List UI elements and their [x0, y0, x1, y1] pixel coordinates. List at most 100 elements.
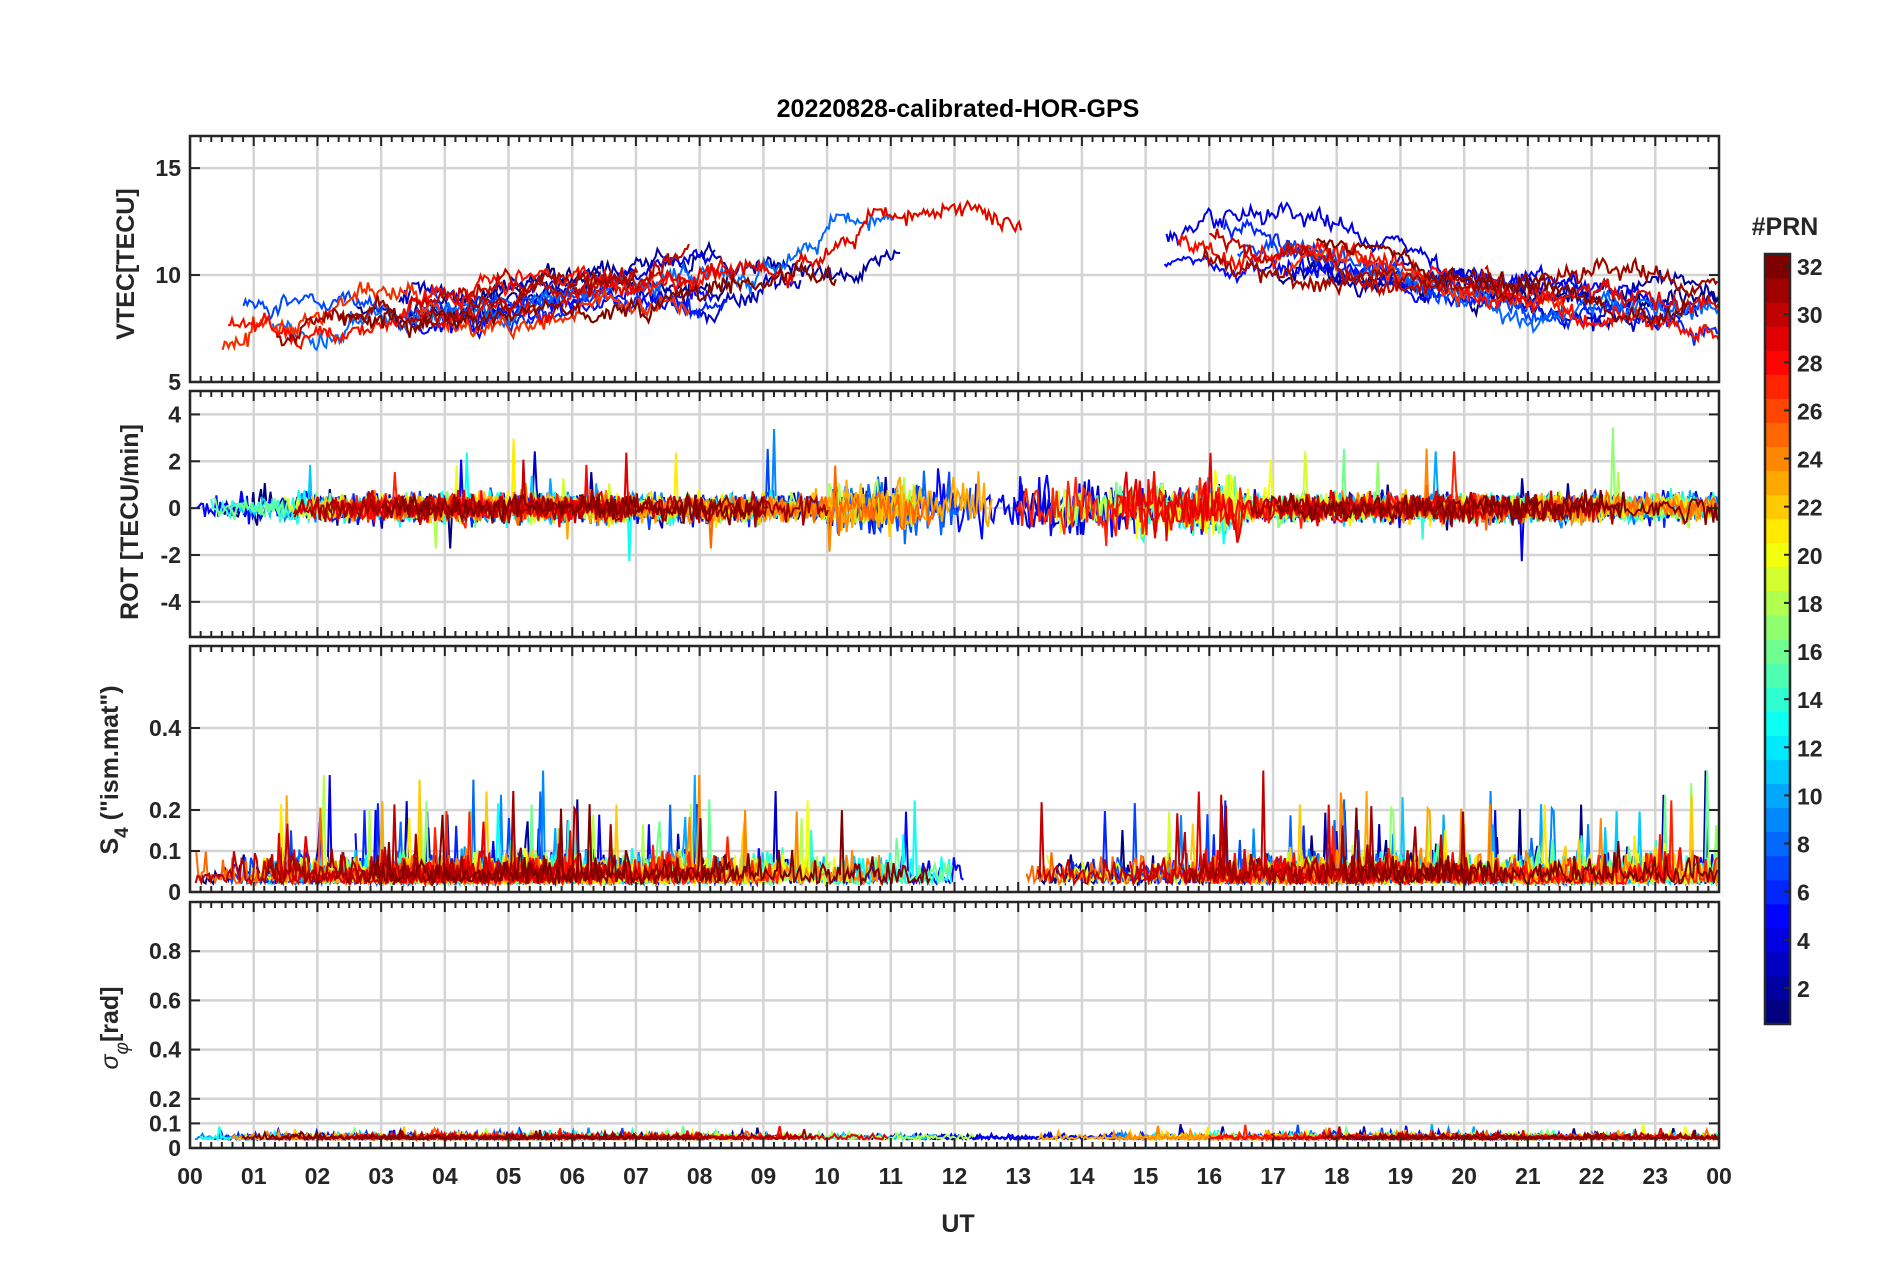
x-tick-label: 21 [1515, 1163, 1541, 1189]
sigma-y-tick-label: 0 [168, 1135, 181, 1161]
s4-series-group [194, 770, 1719, 888]
sigma-ylabel-main: σ [96, 1054, 124, 1070]
vtec-y-tick-label: 5 [168, 369, 181, 395]
x-tick-label: 04 [432, 1163, 458, 1189]
colorbar-segment [1765, 903, 1790, 929]
sigma-phi-ylabel: σφ[rad] [96, 986, 133, 1069]
x-tick-label: 11 [879, 1163, 904, 1189]
sigma-y-tick-label: 0.1 [149, 1110, 181, 1136]
prn-30-s4-trace [194, 804, 600, 887]
x-tick-label: 02 [305, 1163, 331, 1189]
rot-ylabel: ROT [TECU/min] [116, 424, 144, 620]
s4-panel: 0 0.1 0.2 0.4 [149, 644, 1721, 905]
colorbar-segment [1765, 278, 1790, 303]
prn-32-s4-trace [367, 804, 931, 888]
vtec-panel: 5 10 15 [155, 134, 1721, 395]
colorbar-tick-label: 18 [1797, 591, 1823, 617]
prn-28-vtec-trace [228, 262, 734, 351]
prn-32-vtec-trace [1315, 237, 1690, 327]
colorbar-tick-label: 32 [1797, 254, 1823, 280]
s4-y-tick-label: 0.2 [149, 797, 181, 823]
x-tick-label: 00 [1706, 1163, 1732, 1189]
colorbar-tick-label: 2 [1797, 976, 1810, 1002]
vtec-y-tick-label: 15 [155, 155, 181, 181]
x-axis-label: UT [941, 1210, 974, 1238]
prn-31-s4-trace [261, 790, 738, 888]
colorbar-segment [1765, 566, 1790, 592]
prn-4-vtec-trace [1165, 201, 1638, 324]
x-tick-label: 00 [177, 1163, 203, 1189]
x-tick-label: 07 [623, 1163, 649, 1189]
colorbar-tick-label: 4 [1797, 928, 1810, 954]
x-tick-label: 19 [1388, 1163, 1414, 1189]
sigma-y-tick-label: 0.2 [149, 1086, 181, 1112]
x-tick-label: 14 [1069, 1163, 1095, 1189]
prn-7-vtec-trace [242, 286, 610, 323]
x-tick-label: 10 [814, 1163, 840, 1189]
colorbar-title: #PRN [1752, 213, 1819, 241]
sigma-y-tick-label: 0.6 [149, 987, 181, 1013]
sigma-ylabel-rest: [rad] [96, 986, 124, 1042]
colorbar-tick-label: 24 [1797, 447, 1823, 473]
x-tick-label: 15 [1133, 1163, 1159, 1189]
colorbar-tick-label: 12 [1797, 735, 1823, 761]
x-tick-label: 05 [496, 1163, 522, 1189]
colorbar-tick-label: 10 [1797, 783, 1823, 809]
colorbar-tick-label: 6 [1797, 880, 1810, 906]
colorbar-segment [1765, 999, 1790, 1025]
prn-29-vtec-trace [414, 199, 1023, 332]
prn-32-sigma-trace [1322, 1130, 1719, 1142]
colorbar-segment [1765, 951, 1790, 977]
colorbar-segment [1765, 518, 1790, 544]
vtec-ylabel: VTEC[TECU] [112, 188, 140, 339]
s4-ylabel-sub: 4 [112, 827, 133, 838]
colorbar-tick-label: 8 [1797, 832, 1810, 858]
prn-31-vtec-trace [1202, 246, 1719, 304]
colorbar-segment [1765, 663, 1790, 688]
vtec-series-group [221, 199, 1719, 352]
prn-32-vtec-trace [338, 261, 837, 338]
colorbar-tick-label: 30 [1797, 302, 1823, 328]
colorbar-tick-label: 20 [1797, 543, 1823, 569]
colorbar-segment [1765, 326, 1790, 351]
s4-y-tick-label: 0.4 [149, 715, 181, 741]
s4-y-tick-label: 0.1 [149, 838, 181, 864]
rot-y-tick-label: 2 [168, 448, 181, 474]
prn-31-rot-trace [1250, 491, 1621, 528]
x-tick-label: 09 [751, 1163, 777, 1189]
colorbar-frame [1763, 252, 1792, 1026]
colorbar-segment [1765, 470, 1790, 496]
prn-32-rot-trace [1276, 489, 1719, 526]
colorbar-segment [1765, 422, 1790, 448]
colorbar-segment [1765, 759, 1790, 784]
x-tick-label: 12 [942, 1163, 968, 1189]
sigma-panel: 00.10.2 0.4 0.6 0.8 [149, 900, 1721, 1161]
rot-y-tick-label: 4 [168, 401, 181, 427]
colorbar-tick-label: 22 [1797, 495, 1823, 521]
rot-panel: -4 -2 0 2 4 [161, 389, 1721, 639]
colorbar-tick-label: 16 [1797, 639, 1823, 665]
x-tick-label: 23 [1642, 1163, 1668, 1189]
colorbar-segment [1765, 807, 1790, 833]
prn-28-s4-trace [1199, 847, 1683, 886]
s4-ylabel-rest: ("ism.mat") [96, 685, 124, 827]
sigma-ylabel-sub: φ [112, 1042, 133, 1054]
chart-title: 20220828-calibrated-HOR-GPS [777, 95, 1140, 123]
x-tick-label: 03 [368, 1163, 394, 1189]
colorbar-tick-label: 14 [1797, 687, 1823, 713]
prn-29-vtec-trace [1484, 264, 1719, 314]
prn-32-rot-trace [384, 489, 765, 526]
x-tick-label: 13 [1005, 1163, 1031, 1189]
prn-32-sigma-trace [241, 1128, 694, 1142]
x-tick-label: 22 [1579, 1163, 1605, 1189]
x-tick-label: 06 [559, 1163, 585, 1189]
x-tick-label: 20 [1451, 1163, 1477, 1189]
prn-30-vtec-trace [408, 243, 690, 312]
prn-32-s4-trace [1342, 807, 1719, 886]
sigma-y-tick-label: 0.4 [149, 1037, 181, 1063]
colorbar-tick-label: 26 [1797, 398, 1823, 424]
x-tick-label: 17 [1260, 1163, 1286, 1189]
x-tick-label: 08 [687, 1163, 713, 1189]
s4-ylabel-main: S [96, 838, 124, 855]
